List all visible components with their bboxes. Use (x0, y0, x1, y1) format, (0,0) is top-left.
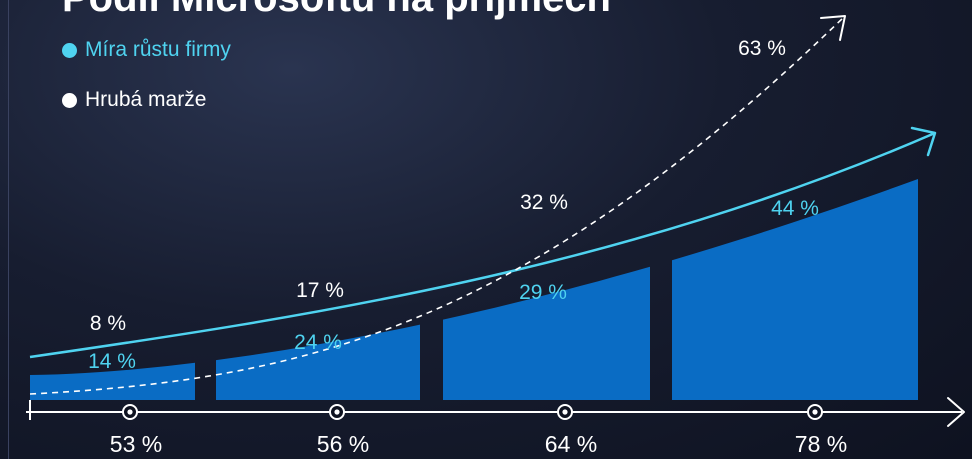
margin-data-label: 32 % (520, 191, 568, 214)
bar-2 (216, 324, 420, 400)
axis-marker-dot-4 (812, 409, 818, 415)
x-axis-arrowhead (947, 397, 965, 427)
chart-title: Podíl Microsoftu na příjmech (62, 0, 611, 21)
legend-item-growth: Míra růstu firmy (62, 38, 231, 62)
margin-data-label: 17 % (296, 279, 344, 302)
x-tick-label: 64 % (545, 431, 597, 457)
growth-data-label: 24 % (294, 331, 342, 354)
bar-1 (30, 362, 195, 400)
margin-data-label: 63 % (738, 37, 786, 60)
margin-arrowhead (820, 15, 846, 41)
axis-marker-dot-1 (127, 409, 133, 415)
margin-data-label: 8 % (90, 312, 126, 335)
growth-data-label: 44 % (771, 197, 819, 220)
x-tick-label: 53 % (110, 431, 162, 457)
bar-4 (672, 179, 918, 400)
legend-label-margin: Hrubá marže (85, 88, 207, 111)
margin-curve (29, 15, 846, 395)
x-tick-label: 78 % (795, 431, 847, 457)
axis-marker-dot-3 (562, 409, 568, 415)
frame-line (8, 0, 9, 459)
legend-item-margin: Hrubá marže (62, 88, 206, 112)
legend-dot-growth (62, 42, 77, 58)
growth-arrowhead (910, 126, 937, 157)
bar-3 (443, 266, 650, 400)
axis-marker-dot-2 (334, 409, 340, 415)
legend-dot-margin (62, 92, 77, 108)
growth-curve (29, 131, 936, 359)
growth-data-label: 29 % (519, 281, 567, 304)
legend-label-growth: Míra růstu firmy (85, 38, 231, 61)
x-tick-label: 56 % (317, 431, 369, 457)
growth-data-label: 14 % (88, 350, 136, 373)
